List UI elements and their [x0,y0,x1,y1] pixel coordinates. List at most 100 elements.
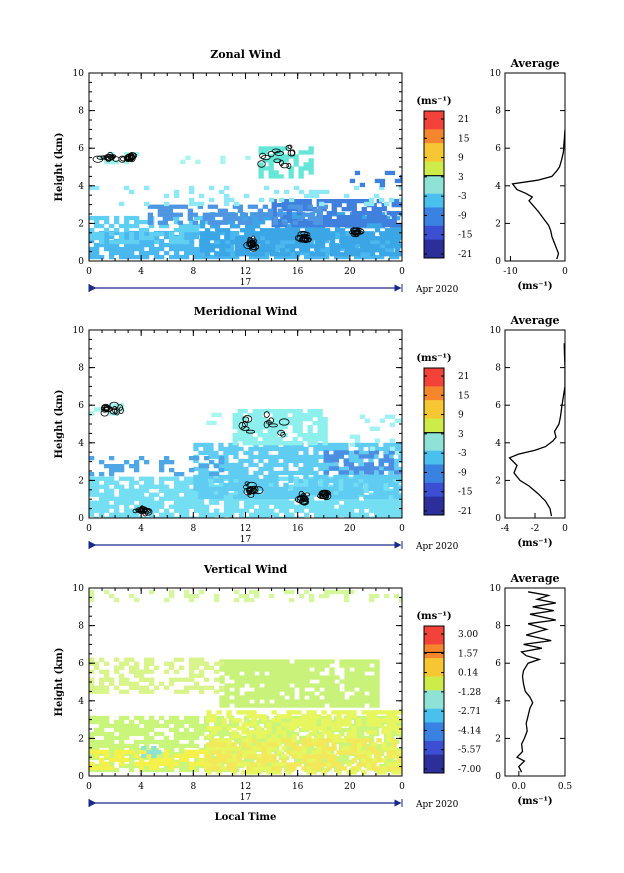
heatmap-cell [294,185,300,191]
heatmap-cell [248,462,254,468]
colorbar-swatch [424,482,444,488]
heatmap-cell [277,441,283,446]
heatmap-cell [269,240,276,245]
heatmap-cell [174,246,180,252]
heatmap-cell [274,691,280,696]
heatmap-cell [194,508,200,513]
heatmap-cell [364,254,370,260]
heatmap-cell [243,470,249,476]
heatmap-cell [299,593,305,599]
heatmap-cell [284,659,290,664]
heatmap-cell [349,679,355,684]
heatmap-cell [311,738,317,743]
colorbar-swatch [424,478,444,484]
heatmap-cell [331,742,337,747]
heatmap-cell [279,228,286,233]
heatmap-cell [237,220,243,225]
heatmap-cell [99,235,105,241]
heatmap-cell [373,470,379,476]
heatmap-cell [216,762,222,767]
heatmap-cell [109,512,115,517]
heatmap-cell [206,734,212,739]
heatmap-cell [268,170,274,175]
heatmap-cell [289,597,295,603]
heatmap-cell [89,231,95,237]
heatmap-cell [274,246,280,252]
heatmap-cell [194,735,200,741]
heatmap-cell [384,484,390,489]
heatmap-cell [317,421,323,426]
heatmap-cell [314,252,321,257]
heatmap-cell [134,504,140,509]
heatmap-cell [358,458,364,464]
heatmap-cell [259,679,265,684]
heatmap-cell [329,236,336,241]
heatmap-cell [278,462,284,468]
heatmap-cell [281,203,287,208]
heatmap-cell [89,589,95,595]
heatmap-cell [139,719,145,725]
heatmap-cell [371,750,377,755]
heatmap-cell [172,212,178,217]
heatmap-cell [223,466,229,472]
heatmap-cell [179,735,185,741]
heatmap-cell [239,699,245,704]
heatmap-cell [284,189,290,195]
heatmap-cell [256,730,262,735]
heatmap-cell [361,762,367,767]
heatmap-cell [274,659,280,664]
heatmap-cell [259,197,265,203]
profile-y-tick-label: 2 [495,476,501,486]
heatmap-cell [239,236,246,241]
heatmap-cell [124,723,130,729]
heatmap-cell [399,723,402,729]
heatmap-cell [184,480,190,485]
heatmap-cell [386,730,392,735]
heatmap-cell [89,681,95,686]
heatmap-cell [389,508,395,513]
heatmap-cell [198,494,204,500]
heatmap-cell [381,718,387,723]
heatmap-cell [199,685,205,690]
heatmap-cell [257,212,263,217]
heatmap-cell [369,699,375,704]
heatmap-cell [356,199,362,204]
heatmap-cell [149,516,155,518]
heatmap-cell [323,454,330,459]
heatmap-cell [274,703,280,708]
heatmap-cell [329,679,335,684]
heatmap-cell [358,482,364,488]
heatmap-cell [393,474,399,480]
heatmap-cell [124,727,130,733]
heatmap-cell [129,488,135,493]
heatmap-cell [179,484,185,489]
heatmap-cell [184,488,190,493]
heatmap-cell [306,714,312,719]
heatmap-cell [301,750,307,755]
heatmap-cell [291,718,297,723]
heatmap-cell [364,687,370,692]
heatmap-cell [104,677,110,682]
heatmap-cell [321,710,327,715]
heatmap-cell [139,731,145,737]
heatmap-cell [284,683,290,688]
contour-line [259,152,267,159]
heatmap-cell [229,242,235,248]
heatmap-cell [114,516,120,518]
heatmap-cell [298,150,304,155]
heatmap-cell [139,238,145,244]
heatmap-cell [193,474,199,480]
heatmap-cell [376,738,382,743]
heatmap-cell [323,466,329,472]
heatmap-cell [204,661,210,666]
heatmap-cell [388,450,395,455]
heatmap-cell [89,508,95,513]
heatmap-cell [203,486,209,492]
heatmap-cell [253,478,259,484]
heatmap-cell [344,240,351,245]
heatmap-cell [237,433,243,438]
colorbar-tick-label: -15 [458,231,473,241]
heatmap-cell [134,512,140,517]
colorbar-swatch [424,658,444,664]
heatmap-cell [241,754,247,759]
